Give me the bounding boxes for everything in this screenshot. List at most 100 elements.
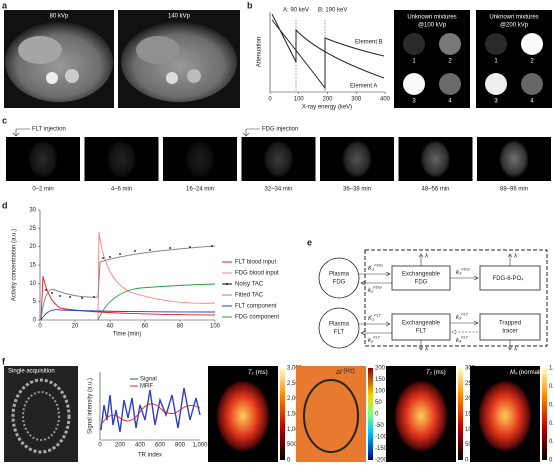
lambda: λ — [513, 347, 517, 353]
colorbar-tick-label: 50 — [465, 442, 472, 448]
node-label: Plasma — [329, 272, 350, 278]
image-label: 140 kVp — [168, 14, 191, 20]
y-tick-label: 30 — [29, 208, 36, 214]
rate-sup: FDG — [373, 285, 381, 290]
legend-label: MRF — [140, 384, 153, 390]
parameter-map: M0 (normalized)1.00.80.60.40.20 — [470, 366, 554, 464]
head — [185, 140, 215, 178]
well-label: 1 — [494, 59, 498, 65]
rate-main: k — [368, 338, 372, 344]
rate-sub: 2 — [370, 289, 374, 294]
x-tick-label: 60 — [142, 324, 149, 330]
node-label: FDG-6-PO4 — [493, 276, 525, 282]
frame-label: 16–24 min — [186, 187, 214, 193]
legend-label: Signal — [140, 377, 157, 383]
rate-constant: k2FDG — [368, 285, 382, 294]
x-tick-label: 80 — [177, 324, 184, 330]
colorbar-tick-label: 2,000 — [287, 396, 303, 402]
rate-sub: 2 — [370, 339, 374, 344]
title-rest: (ms) — [432, 370, 446, 376]
y-tick-label: 15 — [29, 263, 36, 269]
well-label: 2 — [448, 59, 452, 65]
well — [403, 73, 425, 95]
node-label: FDG — [333, 280, 346, 286]
frame-label: 88–96 min — [500, 187, 528, 193]
colorbar-tick-label: 2,500 — [287, 381, 303, 387]
y-axis-label: Signal intensity (a.u.) — [88, 378, 94, 434]
phantom-title: Unknown mixtures — [489, 15, 538, 21]
colorbar-tick-label: -150 — [375, 446, 388, 452]
panel-label: a — [2, 0, 8, 10]
x-tick-label: 100 — [210, 324, 221, 330]
colorbar-tick-label: 0.8 — [549, 384, 554, 390]
title-main: Δf — [335, 370, 343, 376]
rate-sup: FLT — [461, 335, 468, 340]
ct-image: 140 kVp — [118, 10, 240, 108]
x-tick-label: 300 — [351, 97, 362, 103]
title-sub: 1 — [252, 371, 254, 376]
rate-sup: FDG — [461, 267, 469, 272]
rate-constant: K1FLT — [368, 313, 382, 322]
head — [342, 140, 372, 178]
x-axis-label: TR index — [138, 453, 162, 459]
image-label: 80 kVp — [50, 14, 69, 20]
colorbar-tick-label: 0.6 — [549, 402, 554, 408]
title-sub: 0 — [515, 371, 518, 376]
legend-label: Noisy TAC — [235, 282, 264, 288]
compartment-diagram: Plasma FDG Plasma FLT Exchangeable FDG E… — [318, 249, 548, 353]
x-tick-label: 20 — [72, 324, 79, 330]
y-tick-label: 10 — [29, 281, 36, 287]
label-sub: 4 — [521, 277, 524, 282]
colorbar-tick-label: 100 — [375, 389, 386, 395]
node-label: Plasma — [329, 322, 350, 328]
head — [420, 140, 451, 178]
well — [439, 33, 461, 55]
colorbar-tick-label: 0.4 — [549, 421, 554, 427]
well-label: 3 — [412, 99, 416, 105]
parameter-map: T1 (ms) 3,000 2,500 2,000 1,500 1,000 500 0 — [208, 366, 303, 464]
well-label: 4 — [530, 99, 534, 105]
legend-label: FDG component — [235, 315, 279, 321]
rate-sub: 1 — [372, 267, 374, 272]
x-axis-label: Time (min) — [113, 332, 141, 338]
x-tick-label: 600 — [155, 443, 166, 449]
rate-sup: FLT — [374, 313, 381, 318]
pet-frame: 4–6 min — [84, 137, 159, 193]
rate-sub: 1 — [372, 317, 374, 322]
y-axis-label: Activity concentration (a.u.) — [12, 229, 18, 301]
lambda: λ — [424, 254, 428, 260]
brain — [303, 379, 359, 453]
rate-main: k — [368, 288, 372, 294]
lambda: λ — [513, 254, 517, 260]
title-main: T — [426, 370, 431, 376]
annotation: FDG injection — [262, 127, 298, 133]
rate-sub: 3 — [459, 316, 462, 321]
panel-label: c — [2, 115, 7, 125]
lambda: λ — [424, 347, 428, 353]
node-label: Exchangeable — [402, 321, 441, 327]
colorbar-tick-label: -200 — [375, 458, 388, 464]
rate-constant: K1FDG — [368, 263, 383, 272]
phantom-title: Unknown mixtures — [407, 15, 456, 21]
rate-sub: 4 — [459, 339, 462, 344]
colorbar-tick-label: 0 — [375, 412, 379, 418]
pet-frame: 32–34 min — [241, 137, 316, 193]
phantom-subtitle: @100 kVp — [418, 23, 447, 29]
head — [106, 140, 137, 178]
title-main: T — [248, 370, 253, 376]
image-label: Single acquisition — [8, 369, 55, 375]
well-label: 3 — [494, 99, 498, 105]
phantom-image: Unknown mixtures @200 kVp 1 2 3 4 — [476, 10, 552, 108]
map-title: T1 (ms) — [248, 370, 268, 376]
node-label: FLT — [416, 329, 427, 335]
colorbar-tick-label: 3,000 — [287, 366, 303, 372]
colorbar-tick-label: 0 — [465, 458, 469, 464]
colorbar-tick-label: 500 — [287, 442, 298, 448]
ct-image: 80 kVp — [4, 10, 114, 108]
rate-main: k — [456, 315, 460, 321]
parameter-map: Δf (Hz) 200 150 100 50 0 -50 -100 -150 -200 — [296, 366, 388, 464]
legend-marker — [226, 283, 228, 285]
title-rest: (Hz) — [342, 368, 355, 374]
title-rest: (ms) — [254, 370, 268, 376]
